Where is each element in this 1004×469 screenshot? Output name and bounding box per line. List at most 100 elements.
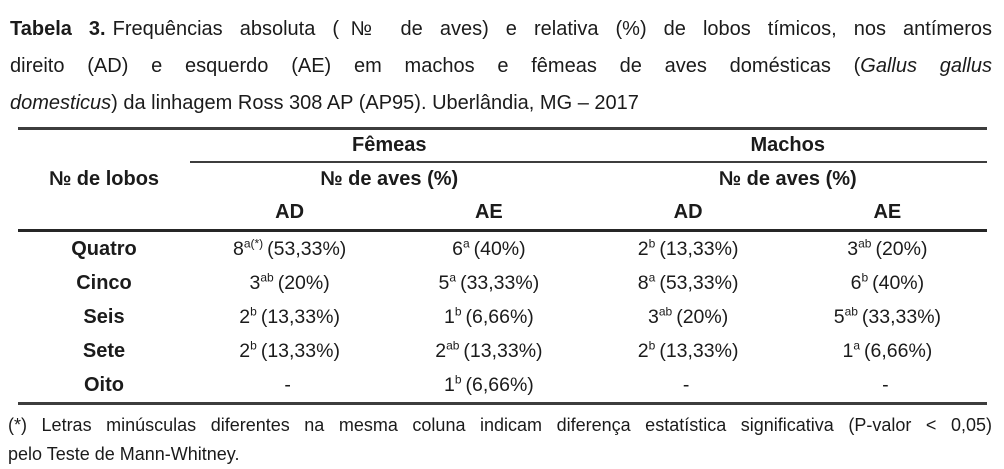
cell-value: 2: [435, 339, 447, 362]
row-label: Cinco: [76, 271, 132, 294]
group-header-machos: Machos: [750, 134, 825, 156]
cell-superscript: a: [648, 270, 656, 284]
species-name-italic: domesticus: [10, 92, 112, 114]
cell-value: 2: [637, 339, 649, 362]
cell-superscript: ab: [658, 304, 673, 318]
row-label: Oito: [84, 373, 124, 396]
cell-machos-ae: 3ab (20%): [788, 237, 987, 261]
cell-superscript: b: [454, 372, 462, 386]
cell-femeas-ae: 2ab (13,33%): [389, 338, 588, 363]
cell-value: 1: [842, 339, 854, 362]
cell-superscript: ab: [260, 270, 274, 284]
cell-percent: (40%): [872, 271, 925, 294]
col-header-ad-machos: AD: [673, 201, 703, 223]
cell-machos-ad: 2b (13,33%): [589, 338, 788, 363]
frequency-table: Fêmeas Machos № de lobos № de aves (%) №…: [18, 127, 987, 405]
footnote-line-1: (*) Letras minúsculas diferentes na mesm…: [8, 415, 992, 435]
col-header-ae-femeas: AE: [474, 201, 503, 223]
cell-value: 1: [443, 305, 455, 328]
cell-percent: (33,33%): [460, 271, 540, 294]
cell-superscript: b: [648, 338, 656, 352]
cell-machos-ae: 1a (6,66%): [788, 338, 987, 363]
caption-text-3: ) da linhagem Ross 308 AP (AP95). Uberlâ…: [111, 92, 639, 114]
cell-femeas-ad: 3ab (20%): [190, 270, 389, 295]
row-label: Quatro: [71, 237, 137, 260]
subheader-cells: № de aves (%) № de aves (%): [190, 168, 987, 191]
cell-value: 8: [232, 237, 244, 260]
caption-line-2: direito (AD) e esquerdo (AE) em machos e…: [10, 48, 992, 85]
cell-femeas-ad: 2b (13,33%): [190, 305, 389, 329]
cell-value: 3: [847, 237, 859, 260]
cell-percent: (6,66%): [864, 339, 933, 362]
cell-percent: (13,33%): [659, 339, 739, 362]
cell-percent: (13,33%): [260, 305, 340, 328]
row-cells: 2b (13,33%) 1b (6,66%) 3ab (20%) 5ab (33,33%…: [190, 304, 987, 329]
cell-superscript: a: [462, 236, 470, 250]
cell-femeas-ad: 2b (13,33%): [190, 338, 389, 363]
cell-value: 2: [637, 237, 649, 260]
row-header-lobos: № de lobos: [48, 168, 160, 190]
table-row-oito: Oito - 1b (6,66%) - -: [18, 368, 987, 402]
cell-percent: (33,33%): [861, 305, 942, 328]
cell-percent: (20%): [676, 305, 729, 328]
cell-superscript: a(*): [243, 236, 264, 250]
cell-value: 2: [239, 305, 251, 328]
group-header-cells: Fêmeas Machos: [190, 130, 987, 163]
row-cells: 8a(*) (53,33%) 6a (40%) 2b (13,33%) 3ab (20%…: [190, 236, 987, 261]
cell-value: 6: [850, 271, 862, 294]
subheader-aves-machos: № de aves (%): [718, 168, 857, 190]
cell-machos-ae: -: [788, 374, 987, 397]
cell-superscript: b: [250, 338, 257, 352]
col-header-ae-machos: AE: [873, 201, 902, 223]
cell-value: 2: [239, 339, 251, 362]
cell-value: -: [682, 373, 690, 396]
caption-line-3: domesticus) da linhagem Ross 308 AP (AP9…: [10, 85, 992, 122]
cell-percent: (40%): [473, 237, 526, 260]
table-row-sete: Sete 2b (13,33%) 2ab (13,33%) 2b (13,33%) 1…: [18, 334, 987, 368]
column-header-row: AD AE AD AE: [18, 196, 987, 229]
table-caption: Tabela 3. Frequências absoluta (№ de aves…: [10, 11, 992, 122]
caption-line-1: Tabela 3. Frequências absoluta (№ de aves…: [10, 11, 992, 48]
cell-superscript: a: [449, 270, 457, 284]
subheader-aves-femeas: № de aves (%): [320, 168, 459, 190]
cell-machos-ad: -: [589, 374, 788, 397]
cell-femeas-ad: -: [190, 374, 389, 397]
table-row-quatro: Quatro 8a(*) (53,33%) 6a (40%) 2b (13,33%) …: [18, 232, 987, 266]
cell-value: 5: [833, 305, 845, 328]
row-label: Seis: [83, 305, 125, 328]
column-header-cells: AD AE AD AE: [190, 201, 987, 224]
row-label: Sete: [82, 339, 126, 362]
cell-femeas-ad: 8a(*) (53,33%): [190, 236, 389, 261]
cell-machos-ae: 5ab (33,33%): [788, 304, 987, 329]
cell-superscript: a: [853, 338, 860, 352]
cell-percent: (6,66%): [465, 373, 534, 396]
group-header-femeas: Fêmeas: [352, 134, 427, 156]
table-rule-top: [18, 127, 987, 130]
footnote-line-2: pelo Teste de Mann-Whitney.: [8, 444, 240, 464]
species-name-italic: Gallus gallus: [860, 55, 992, 77]
cell-percent: (20%): [875, 237, 928, 260]
cell-superscript: b: [454, 304, 462, 318]
cell-machos-ad: 3ab (20%): [589, 304, 788, 329]
cell-percent: (13,33%): [659, 237, 739, 260]
table-rule-header-bottom: [18, 229, 987, 232]
row-cells: 2b (13,33%) 2ab (13,33%) 2b (13,33%) 1a (6,6…: [190, 338, 987, 363]
cell-machos-ad: 8a (53,33%): [589, 270, 788, 295]
cell-superscript: b: [648, 236, 656, 250]
col-header-ad-femeas: AD: [275, 201, 305, 223]
cell-femeas-ae: 5a (33,33%): [389, 270, 588, 295]
row-cells: - 1b (6,66%) - -: [190, 372, 987, 397]
cell-superscript: ab: [446, 338, 460, 352]
group-header-row: Fêmeas Machos: [18, 130, 987, 163]
cell-value: 3: [249, 271, 261, 294]
cell-machos-ad: 2b (13,33%): [589, 236, 788, 261]
caption-label: Tabela 3.: [10, 18, 106, 40]
subheader-row: № de lobos № de aves (%) № de aves (%): [18, 163, 987, 196]
cell-femeas-ae: 6a (40%): [389, 236, 588, 261]
caption-text-2: direito (AD) e esquerdo (AE) em machos e…: [10, 55, 861, 77]
cell-value: -: [284, 373, 291, 396]
cell-percent: (53,33%): [267, 237, 347, 260]
table-row-seis: Seis 2b (13,33%) 1b (6,66%) 3ab (20%) 5ab (3…: [18, 300, 987, 334]
cell-superscript: ab: [844, 304, 858, 318]
cell-value: 6: [452, 237, 463, 260]
